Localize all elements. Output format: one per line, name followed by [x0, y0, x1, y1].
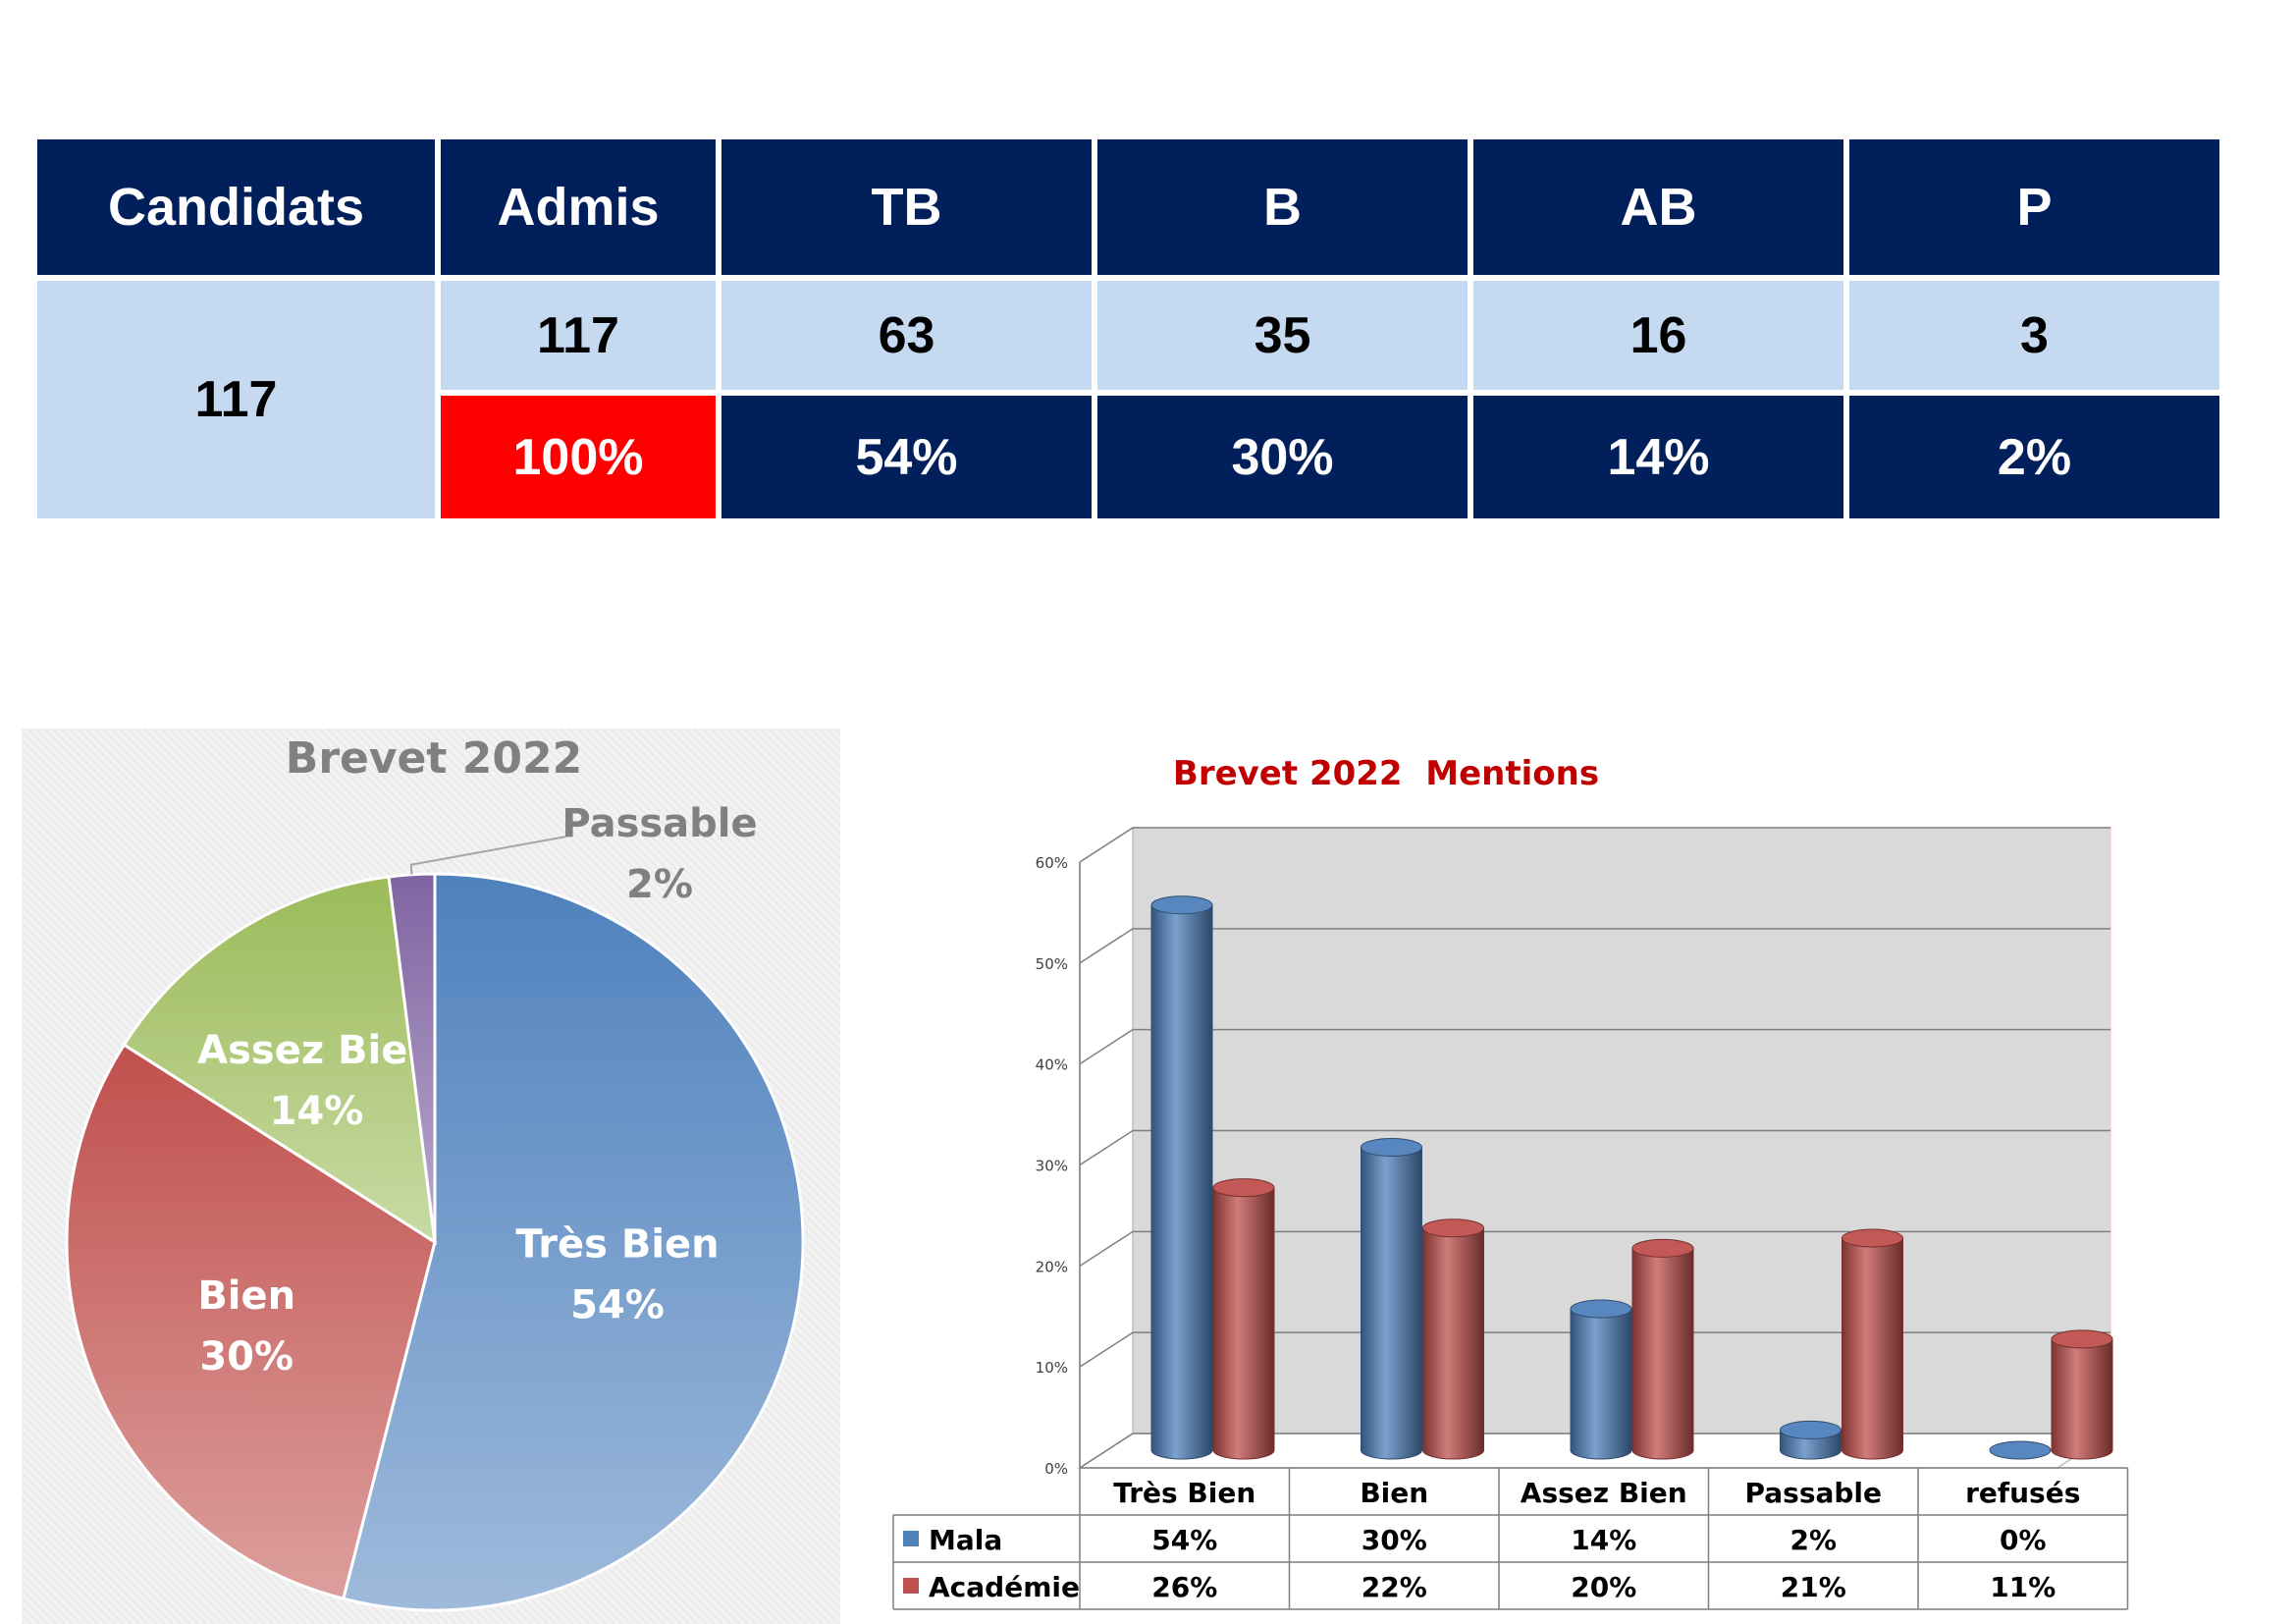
table-count-row: 117 117 63 35 16 3 [37, 281, 2219, 518]
x-category-label: Très Bien [1113, 1477, 1255, 1509]
legend-swatch [903, 1531, 919, 1546]
bar-chart-panel: Brevet 2022 Mentions 0% 10% 20% 30% 40% 50% 60… [883, 729, 2179, 1624]
pie-label-tres-bien: Très Bien [515, 1222, 719, 1268]
legend-series-name: Mala [929, 1524, 1002, 1556]
y-tick-label: 60% [1036, 854, 1068, 872]
header-p: P [1849, 139, 2219, 275]
bar-academie-2 [1631, 1238, 1694, 1460]
data-table-value: 26% [1151, 1571, 1217, 1603]
pie-value-assez-bien: 14% [270, 1089, 364, 1134]
pie-label-bien: Bien [197, 1273, 295, 1319]
tb-percent: 54% [721, 396, 1092, 518]
bar-academie-1 [1422, 1218, 1484, 1460]
gridline-side [1079, 928, 1134, 964]
pie-label-passable: Passable [561, 801, 757, 846]
data-table-value: 0% [2000, 1524, 2047, 1556]
chart-data-table [892, 1467, 2129, 1610]
results-summary-table: Candidats Admis TB B AB P 117 117 63 35 … [31, 134, 2225, 524]
data-table-value: 20% [1571, 1571, 1636, 1603]
bar-chart-title: Brevet 2022 Mentions [1173, 754, 1599, 793]
pie-slice-tres-bien [341, 872, 805, 1612]
pie-value-bien: 30% [199, 1334, 294, 1380]
tb-count: 63 [721, 281, 1092, 390]
x-category-label: Assez Bien [1521, 1477, 1687, 1509]
x-category-label: Bien [1360, 1477, 1428, 1509]
pie-leader-line [409, 836, 567, 875]
pie-slice-bien [65, 1042, 437, 1601]
bar-academie-4 [2051, 1329, 2113, 1460]
header-tb: TB [721, 139, 1092, 275]
pie-chart: Brevet 2022 Très Bien 54% Bien 30% Assez Bie… [65, 733, 805, 1612]
data-table-value: 11% [1990, 1571, 2056, 1603]
gridline-side [1079, 827, 1134, 863]
ab-percent: 14% [1473, 396, 1843, 518]
header-ab: AB [1473, 139, 1843, 275]
header-b: B [1097, 139, 1468, 275]
x-category-label: Passable [1744, 1477, 1882, 1509]
y-tick-label: 50% [1036, 955, 1068, 973]
pie-chart-panel: Brevet 2022 Très Bien 54% Bien 30% Assez Bie… [22, 729, 840, 1624]
b-percent: 30% [1097, 396, 1468, 518]
pie-value-passable: 2% [626, 862, 693, 907]
bar-academie-3 [1842, 1228, 1903, 1460]
gridline-side [1079, 1433, 1134, 1469]
data-table-value: 22% [1362, 1571, 1427, 1603]
y-tick-label: 0% [1044, 1460, 1068, 1478]
admis-count: 117 [441, 281, 716, 390]
header-admis: Admis [441, 139, 716, 275]
y-tick-label: 30% [1036, 1158, 1068, 1175]
legend-swatch [903, 1578, 919, 1594]
gridline-side [1079, 1331, 1134, 1368]
data-table-value: 54% [1151, 1524, 1217, 1556]
pie-slice-assez-bien [122, 875, 437, 1245]
data-table-value: 2% [1789, 1524, 1837, 1556]
data-table-value: 30% [1362, 1524, 1427, 1556]
gridline-side [1079, 1129, 1134, 1166]
bar-chart: Brevet 2022 Mentions 0% 10% 20% 30% 40% 50% 60… [892, 754, 2129, 1610]
pie-slice-passable [387, 872, 437, 1243]
candidats-value: 117 [37, 281, 435, 518]
header-candidats: Candidats [37, 139, 435, 275]
pie-chart-title: Brevet 2022 [286, 733, 582, 784]
p-percent: 2% [1849, 396, 2219, 518]
admis-percent: 100% [441, 396, 716, 518]
gridline-side [1079, 1230, 1134, 1267]
bar-mala-3 [1780, 1420, 1842, 1460]
ab-count: 16 [1473, 281, 1843, 390]
y-tick-label: 10% [1036, 1359, 1068, 1377]
legend-series-name: Académie [929, 1571, 1080, 1603]
bar-mala-4 [1989, 1440, 2052, 1460]
pie-label-assez-bien: Assez Bien [197, 1028, 436, 1073]
pie-value-tres-bien: 54% [570, 1283, 665, 1328]
y-tick-label: 40% [1036, 1056, 1068, 1074]
bar-mala-1 [1361, 1138, 1422, 1460]
bar-mala-0 [1150, 895, 1213, 1460]
y-tick-label: 20% [1036, 1258, 1068, 1275]
b-count: 35 [1097, 281, 1468, 390]
x-category-label: refusés [1965, 1477, 2080, 1509]
p-count: 3 [1849, 281, 2219, 390]
data-table-value: 14% [1571, 1524, 1636, 1556]
gridline-side [1079, 1029, 1134, 1065]
table-percent-row: 100% 54% 30% 14% 2% [37, 396, 2219, 518]
bar-academie-0 [1212, 1178, 1275, 1460]
data-table-value: 21% [1781, 1571, 1846, 1603]
table-header-row: Candidats Admis TB B AB P [37, 139, 2219, 275]
bar-mala-2 [1570, 1299, 1632, 1460]
